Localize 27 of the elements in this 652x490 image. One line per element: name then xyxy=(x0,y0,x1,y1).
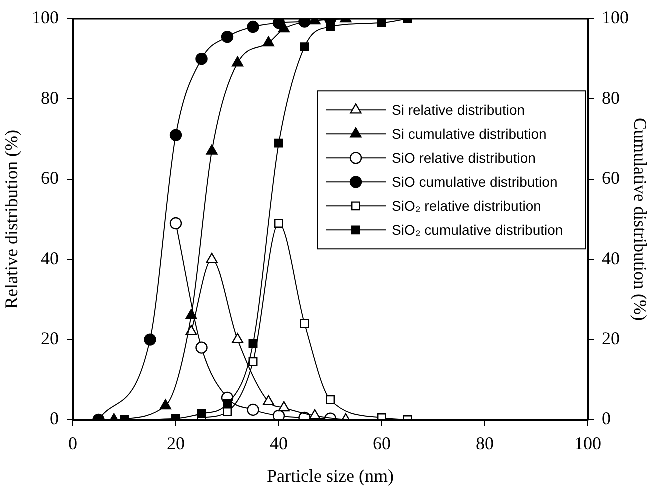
legend-label: SiO₂ relative distribution xyxy=(392,198,542,214)
x-tick-label: 60 xyxy=(373,434,391,454)
x-tick-label: 0 xyxy=(68,434,78,454)
x-tick-label: 40 xyxy=(270,434,288,454)
x-axis-title: Particle size (nm) xyxy=(267,466,394,486)
legend-label: Si relative distribution xyxy=(392,102,526,118)
y-tick-label: 0 xyxy=(50,408,59,429)
y2-tick-label: 80 xyxy=(602,88,620,108)
y2-tick-label: 0 xyxy=(602,408,611,429)
y2-tick-label: 40 xyxy=(602,248,620,268)
y2-tick-label: 20 xyxy=(602,328,620,349)
y-tick-label: 80 xyxy=(41,88,59,108)
x-tick-label: 100 xyxy=(574,434,602,454)
x-tick-label: 80 xyxy=(476,434,494,454)
legend-label: Si cumulative distribution xyxy=(392,126,547,142)
legend-label: SiO relative distribution xyxy=(392,150,536,166)
y-tick-label: 60 xyxy=(41,168,59,188)
y-tick-label: 40 xyxy=(41,248,59,268)
y-tick-label: 100 xyxy=(32,8,59,28)
x-tick-label: 20 xyxy=(167,434,185,454)
y-axis-title: Relative distribution (%) xyxy=(2,130,22,309)
y-tick-label: 20 xyxy=(41,328,59,349)
legend-label: SiO₂ cumulative distribution xyxy=(392,222,564,238)
y2-tick-label: 60 xyxy=(602,168,620,188)
legend-label: SiO cumulative distribution xyxy=(392,174,558,190)
y2-tick-label: 100 xyxy=(602,8,629,28)
y2-axis-title: Cumulative distribution (%) xyxy=(630,118,650,321)
